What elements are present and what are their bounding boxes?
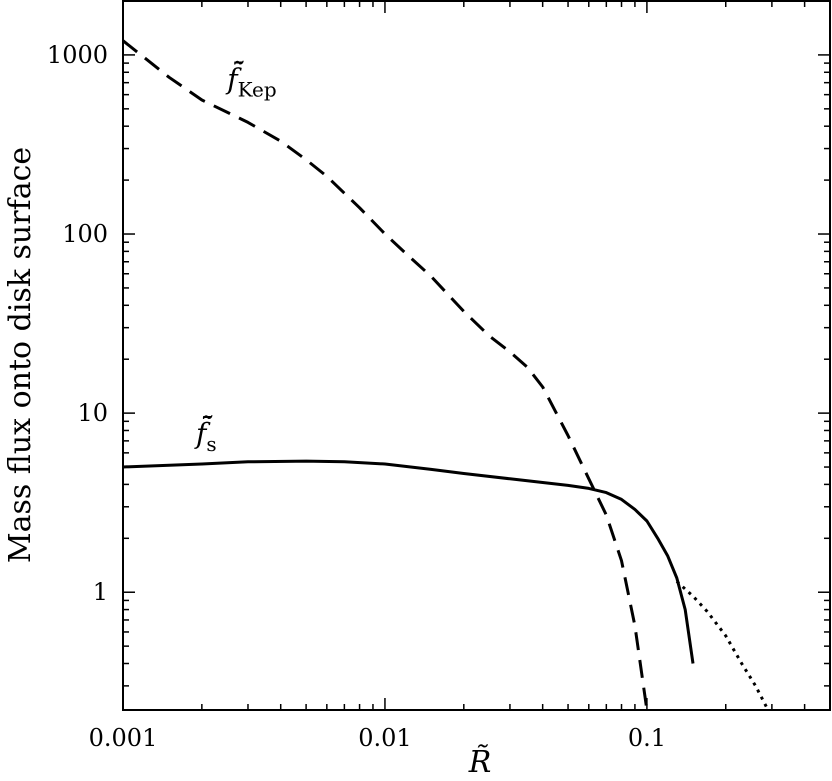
plot-frame: [122, 0, 831, 711]
x-tick-label: 0.1: [628, 724, 666, 752]
tick-labels: 0.001 0.01 0.1 1 10 100 1000: [47, 41, 666, 752]
x-tick-label: 0.01: [358, 724, 411, 752]
curve-labels: f̄̃Kep f̄̃s: [194, 60, 277, 456]
y-tick-label: 1: [93, 578, 108, 606]
x-tick-label: 0.001: [89, 724, 158, 752]
x-axis-label: R̃: [468, 745, 492, 780]
y-axis-label: Mass flux onto disk surface: [3, 147, 38, 563]
curves: [123, 39, 770, 710]
axis-ticks: [122, 0, 831, 710]
kep-flux-curve: [123, 39, 649, 710]
surface-flux-curve: [123, 459, 695, 664]
surface-flux-label: f̄̃s: [194, 415, 217, 456]
y-tick-label: 1000: [47, 41, 108, 69]
y-tick-label: 100: [62, 220, 108, 248]
y-tick-label: 10: [77, 399, 108, 427]
extrapolation-curve: [675, 580, 770, 710]
kep-flux-label: f̄̃Kep: [225, 60, 276, 101]
